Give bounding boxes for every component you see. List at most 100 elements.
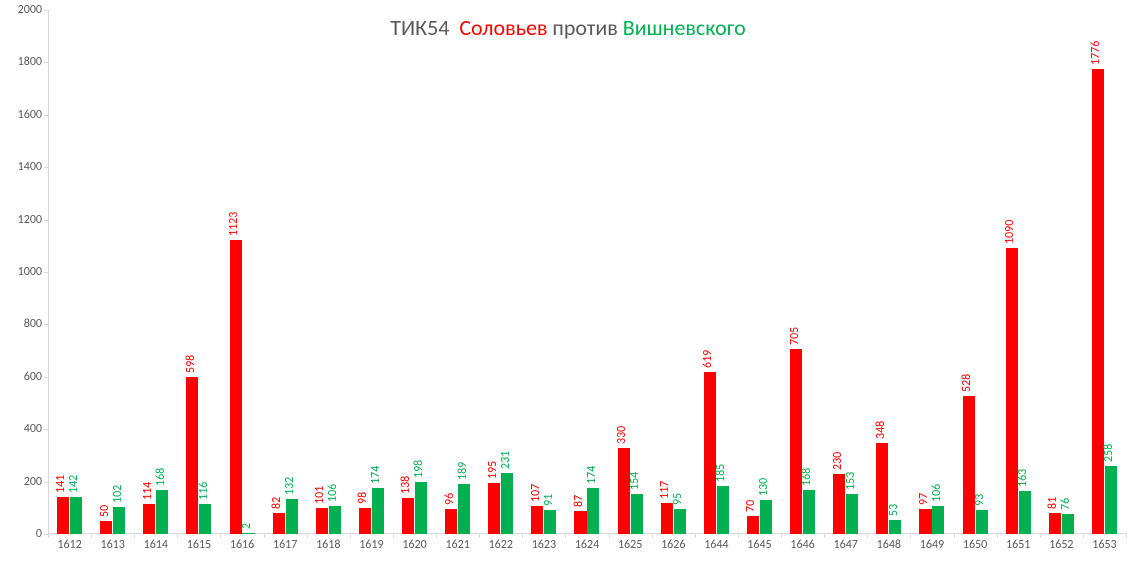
x-tick	[824, 534, 825, 538]
x-tick	[134, 534, 135, 538]
x-tick	[781, 534, 782, 538]
bar	[889, 520, 901, 534]
bar	[932, 506, 944, 534]
bar	[230, 240, 242, 534]
bar	[574, 511, 586, 534]
x-tick	[264, 534, 265, 538]
y-tick-label: 2000	[18, 3, 42, 17]
bar	[544, 510, 556, 534]
x-tick-label: 1618	[316, 538, 340, 552]
x-tick	[1083, 534, 1084, 538]
data-label: 93	[973, 493, 987, 505]
plot-area: 0200400600800100012001400160018002000161…	[48, 10, 1126, 534]
data-label: 1090	[1003, 220, 1017, 244]
x-tick	[1126, 534, 1127, 538]
bar	[846, 494, 858, 534]
data-label: 528	[960, 373, 974, 391]
bar	[501, 473, 513, 534]
x-tick-label: 1648	[877, 538, 901, 552]
data-label: 76	[1059, 498, 1073, 510]
y-tick-label: 1000	[18, 265, 42, 279]
bar	[57, 497, 69, 534]
data-label: 619	[701, 350, 715, 368]
x-tick-label: 1626	[661, 538, 685, 552]
y-tick	[44, 429, 48, 430]
y-tick	[44, 220, 48, 221]
y-tick-label: 600	[24, 370, 42, 384]
bar	[1062, 514, 1074, 534]
x-tick	[350, 534, 351, 538]
x-tick-label: 1650	[963, 538, 987, 552]
data-label: 91	[542, 494, 556, 506]
x-tick-label: 1613	[101, 538, 125, 552]
data-label: 116	[197, 481, 211, 499]
x-tick-label: 1625	[618, 538, 642, 552]
bar	[963, 396, 975, 534]
x-tick-label: 1646	[790, 538, 814, 552]
y-tick-label: 1800	[18, 55, 42, 69]
y-tick-label: 1400	[18, 160, 42, 174]
y-tick	[44, 377, 48, 378]
data-label: 130	[757, 478, 771, 496]
x-tick-label: 1616	[230, 538, 254, 552]
bar	[372, 488, 384, 534]
data-label: 142	[67, 475, 81, 493]
data-label: 98	[356, 492, 370, 504]
y-axis	[48, 10, 49, 534]
bar	[199, 504, 211, 534]
x-tick	[910, 534, 911, 538]
x-tick-label: 1651	[1006, 538, 1030, 552]
bar	[445, 509, 457, 534]
y-tick	[44, 167, 48, 168]
x-tick	[307, 534, 308, 538]
bar	[1105, 466, 1117, 534]
data-label: 198	[412, 460, 426, 478]
bar	[100, 521, 112, 534]
data-label: 2	[240, 523, 254, 529]
data-label: 106	[930, 484, 944, 502]
x-tick-label: 1621	[445, 538, 469, 552]
bar	[70, 497, 82, 534]
data-label: 168	[800, 468, 814, 486]
bar	[113, 507, 125, 534]
x-tick	[436, 534, 437, 538]
bar	[458, 484, 470, 534]
bar	[747, 516, 759, 534]
x-tick	[1040, 534, 1041, 538]
data-label: 168	[154, 468, 168, 486]
data-label: 70	[744, 500, 758, 512]
x-tick-label: 1649	[920, 538, 944, 552]
bar	[717, 486, 729, 534]
y-tick-label: 0	[36, 527, 42, 541]
x-tick	[522, 534, 523, 538]
bar	[1019, 491, 1031, 534]
x-tick-label: 1614	[144, 538, 168, 552]
x-tick-label: 1619	[359, 538, 383, 552]
x-tick	[954, 534, 955, 538]
x-tick	[695, 534, 696, 538]
x-tick-label: 1647	[834, 538, 858, 552]
y-tick	[44, 324, 48, 325]
data-label: 132	[283, 477, 297, 495]
bar	[876, 443, 888, 534]
x-tick-label: 1645	[747, 538, 771, 552]
bar	[1092, 69, 1104, 534]
data-label: 53	[887, 504, 901, 516]
bar	[760, 500, 772, 534]
y-tick	[44, 272, 48, 273]
data-label: 189	[456, 462, 470, 480]
data-label: 138	[399, 476, 413, 494]
x-tick	[91, 534, 92, 538]
data-label: 153	[844, 472, 858, 490]
y-tick-label: 1600	[18, 108, 42, 122]
x-tick	[652, 534, 653, 538]
x-tick-label: 1624	[575, 538, 599, 552]
bar	[329, 506, 341, 534]
bar	[242, 533, 254, 534]
x-tick	[393, 534, 394, 538]
data-label: 185	[714, 463, 728, 481]
data-label: 114	[141, 482, 155, 500]
y-tick	[44, 10, 48, 11]
data-label: 1776	[1089, 40, 1103, 64]
x-tick-label: 1653	[1092, 538, 1116, 552]
